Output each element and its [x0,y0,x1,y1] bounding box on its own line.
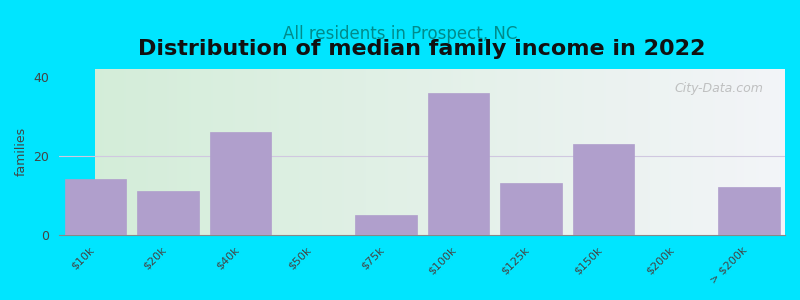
Bar [65,179,126,235]
Bar [210,132,271,235]
Bar [500,183,562,235]
Text: City-Data.com: City-Data.com [674,82,763,95]
Text: All residents in Prospect, NC: All residents in Prospect, NC [283,25,517,43]
Y-axis label: families: families [15,127,28,176]
Bar [427,93,490,235]
Title: Distribution of median family income in 2022: Distribution of median family income in … [138,39,706,59]
Bar [573,144,634,235]
Bar [137,191,199,235]
Bar [355,215,417,235]
Bar [718,187,779,235]
